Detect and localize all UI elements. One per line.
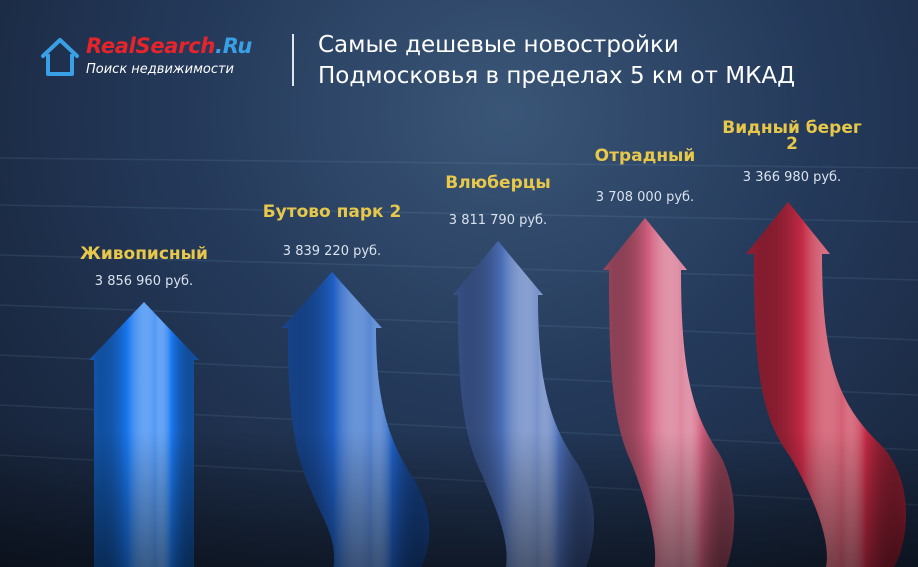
category-label: Отрадный (594, 146, 696, 166)
value-label: 3 811 790 руб. (448, 213, 548, 228)
background-line (0, 157, 918, 169)
value-label: 3 708 000 руб. (595, 190, 695, 205)
background-line (0, 204, 918, 223)
logo-brand: RealSearch.Ru (86, 34, 252, 58)
logo-tagline: Поиск недвижимости (86, 62, 234, 77)
house-icon (41, 38, 79, 76)
logo-brand-main: RealSearch (86, 34, 216, 58)
value-label: 3 856 960 руб. (94, 274, 194, 289)
value-label: 3 366 980 руб. (742, 170, 842, 185)
chart-title: Самые дешевые новостройки Подмосковья в … (318, 32, 796, 89)
header-divider (292, 34, 294, 86)
category-label: Живописный (80, 244, 208, 264)
logo[interactable]: RealSearch.Ru Поиск недвижимости (40, 34, 280, 84)
logo-brand-domain: .Ru (215, 34, 253, 58)
category-label: Влюберцы (445, 173, 551, 193)
category-label: Бутово парк 2 (262, 202, 402, 222)
floor-shadow (0, 430, 918, 567)
category-label: Видный берег 2 (722, 118, 862, 154)
value-label: 3 839 220 руб. (282, 244, 382, 259)
